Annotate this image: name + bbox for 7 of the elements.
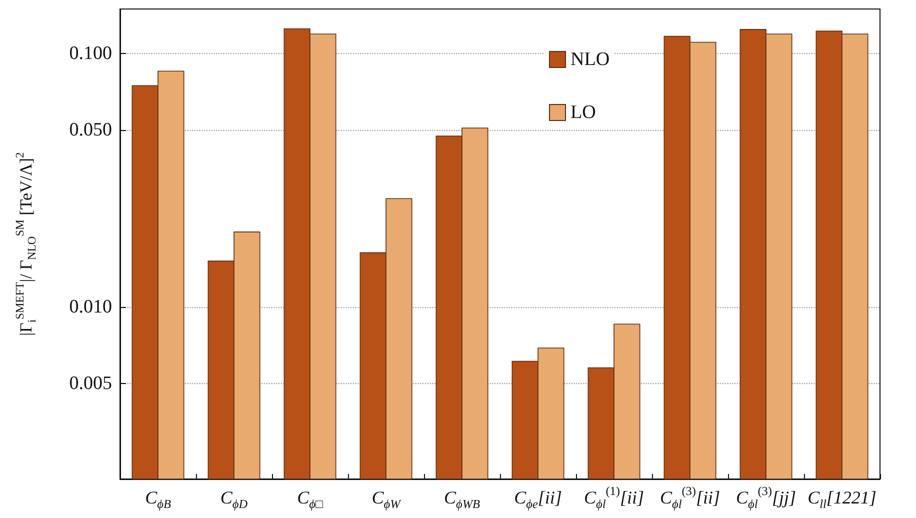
- legend-label: NLO: [570, 49, 610, 70]
- y-tick-label: 0.005: [69, 372, 112, 394]
- y-tick-label: 0.100: [69, 43, 112, 64]
- legend-label: LO: [570, 102, 596, 123]
- y-axis-title: |ΓiSMEFT|/ ΓNLOSM [TeV/Λ]2: [14, 152, 38, 336]
- y-tick-label: 0.010: [69, 296, 112, 318]
- y-tick-label: 0.050: [69, 119, 112, 140]
